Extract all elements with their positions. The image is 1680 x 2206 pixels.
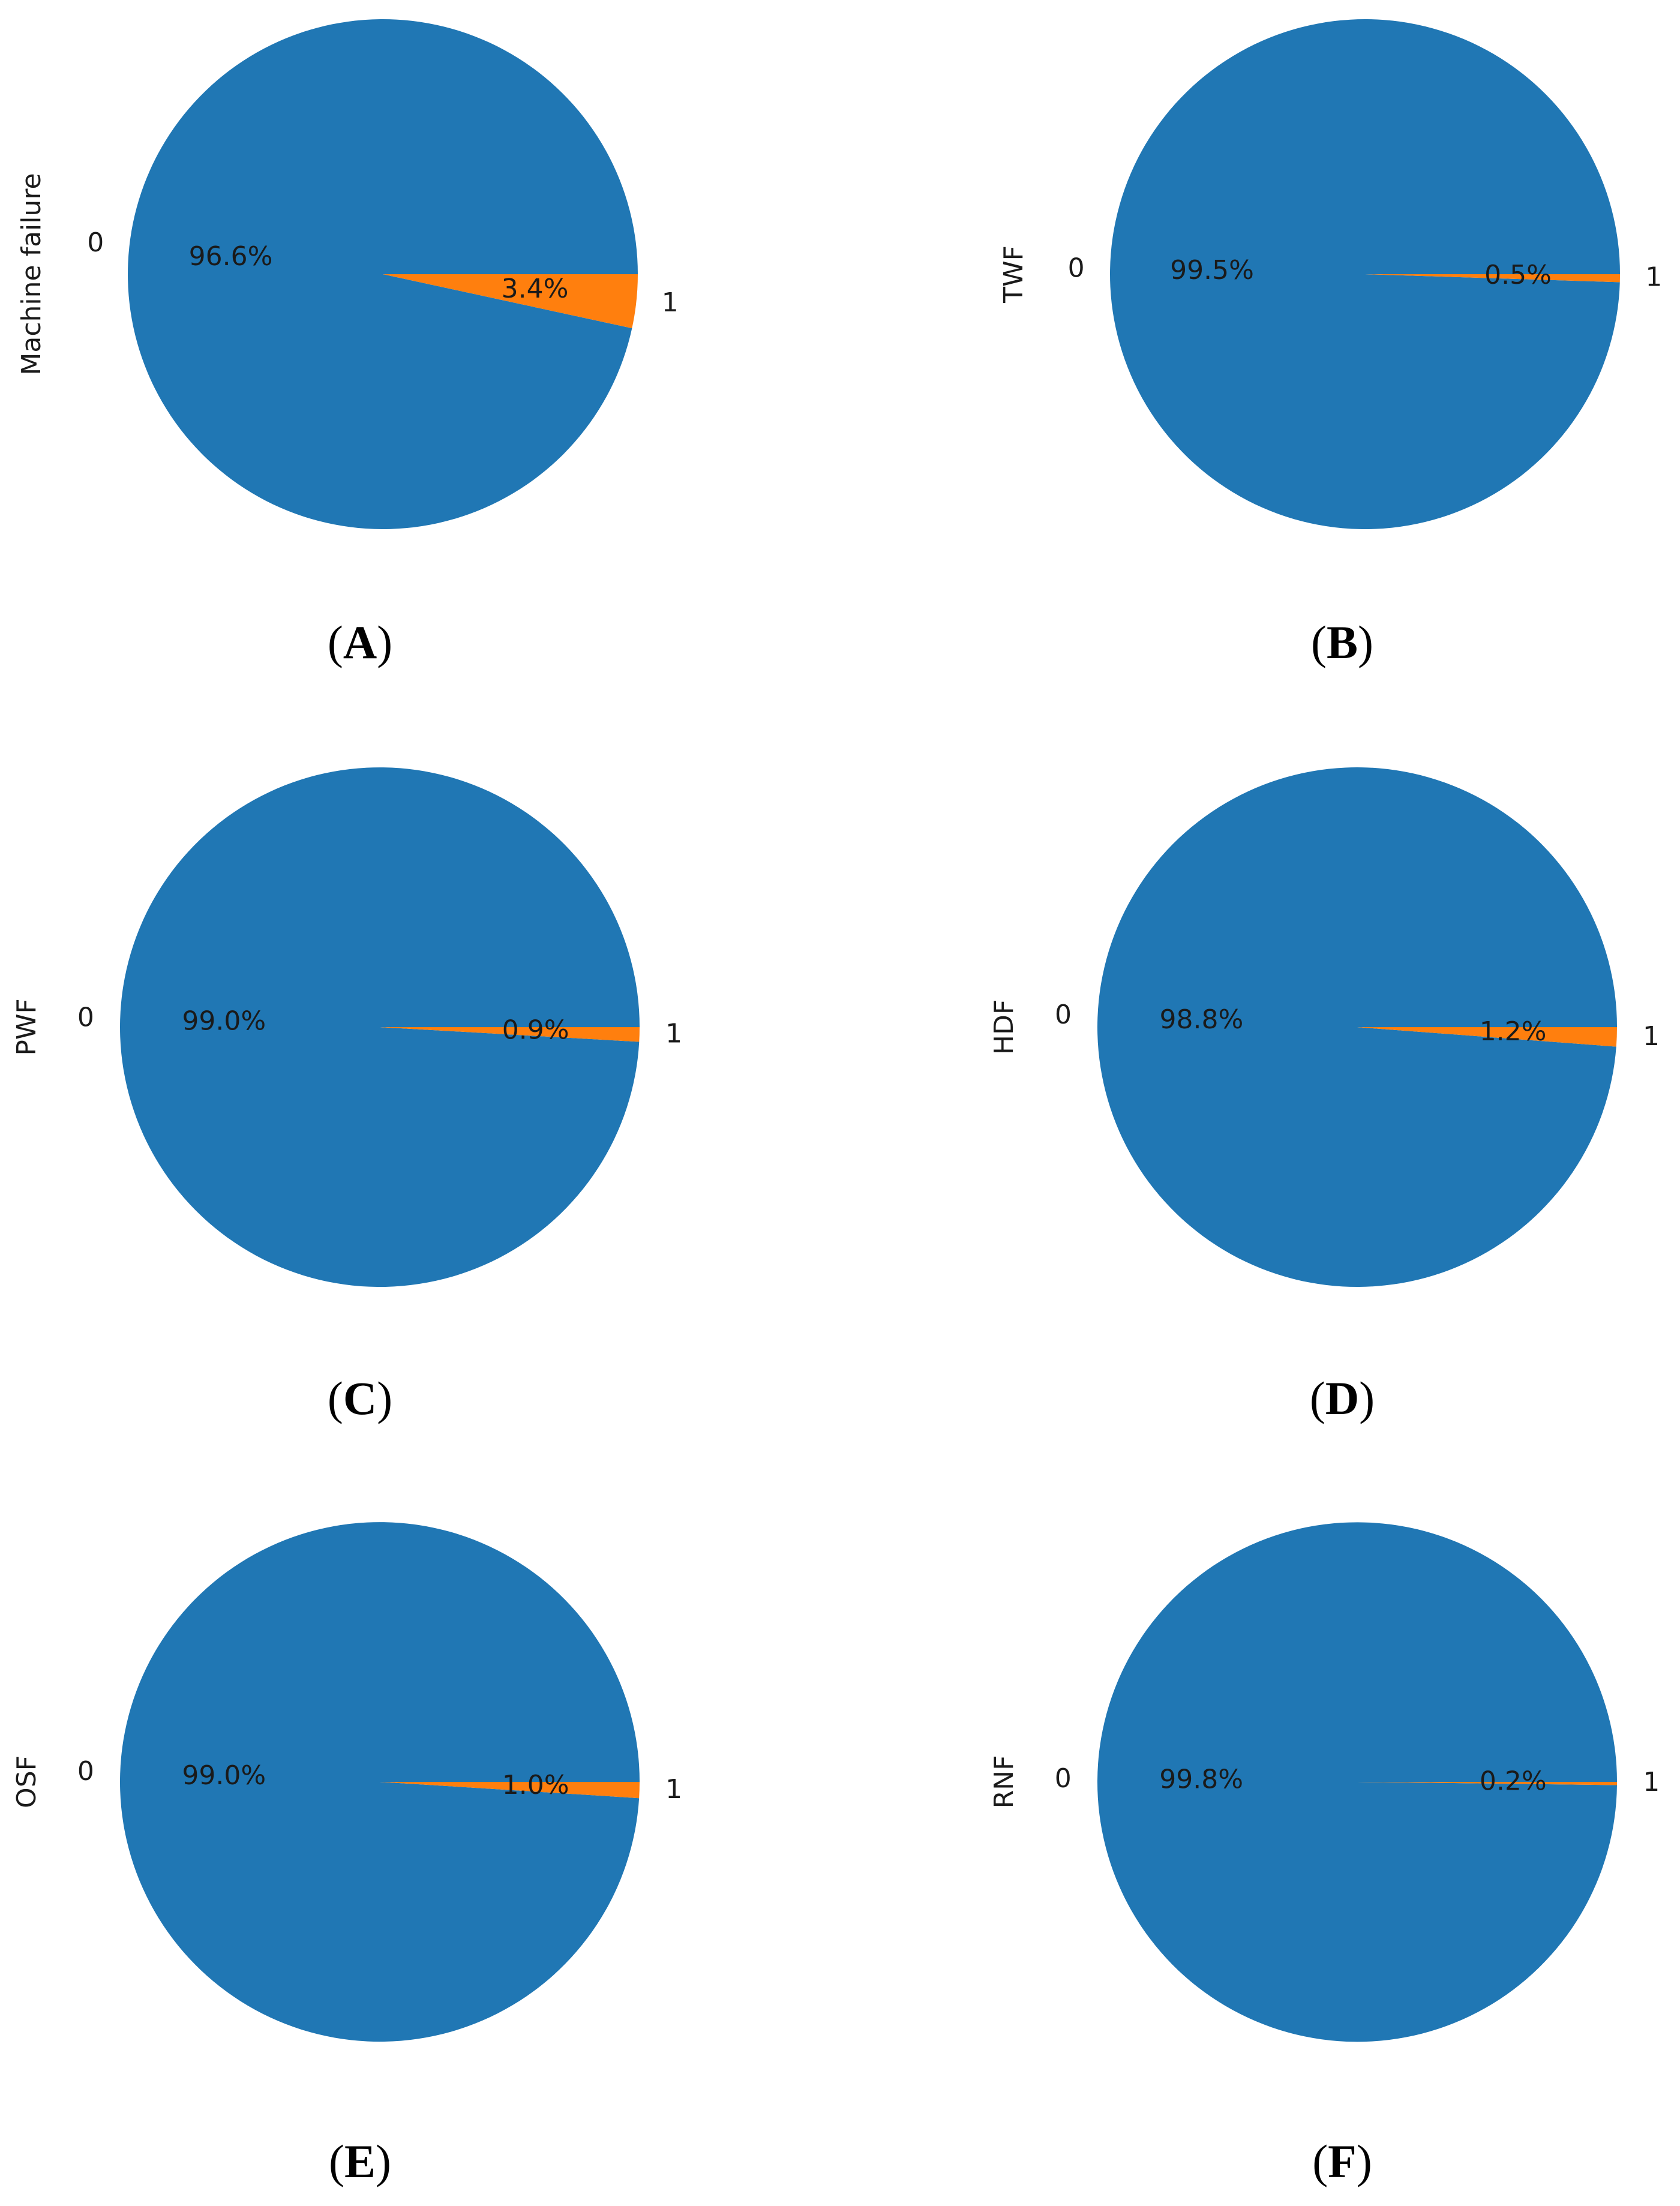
category-label-1: 1 [665, 1019, 682, 1049]
y-axis-label: TWF [998, 245, 1029, 304]
pie-slice-1 [380, 1782, 640, 1799]
category-label-1: 1 [1643, 1021, 1660, 1052]
pie-slice-0 [1097, 1522, 1617, 2042]
pct-label-1: 0.9% [502, 1015, 569, 1045]
pie-slice-1 [1357, 1027, 1617, 1047]
pct-label-0: 99.8% [1159, 1764, 1243, 1794]
pie-panel-b: 99.5% 0 0.5% 1 TWF (B) [998, 19, 1662, 668]
category-label-0: 0 [77, 1003, 94, 1033]
pct-label-0: 99.0% [182, 1760, 266, 1791]
category-label-0: 0 [77, 1756, 94, 1787]
panel-letter: B [1327, 616, 1358, 668]
pct-label-0: 96.6% [189, 241, 273, 272]
panel-caption: (C) [328, 1372, 392, 1424]
panel-letter: A [343, 616, 377, 668]
panel-caption: (B) [1311, 616, 1373, 668]
pie-panel-a: 96.6% 0 3.4% 1 Machine failure (A) [16, 19, 679, 668]
category-label-0: 0 [1068, 253, 1085, 284]
category-label-0: 0 [1055, 1763, 1072, 1794]
category-label-1: 1 [1643, 1767, 1660, 1797]
pct-label-1: 0.5% [1484, 260, 1552, 290]
y-axis-label: RNF [989, 1755, 1019, 1809]
pie-slice-1 [383, 274, 638, 329]
pie-slice-1 [380, 1027, 640, 1042]
panel-letter: C [343, 1372, 377, 1424]
pct-label-1: 0.2% [1480, 1766, 1547, 1797]
panel-caption: (F) [1312, 2135, 1372, 2187]
category-label-1: 1 [1645, 262, 1662, 292]
category-label-1: 1 [662, 287, 679, 318]
pct-label-0: 98.8% [1160, 1004, 1244, 1035]
pie-slice-1 [1365, 274, 1620, 283]
pie-panel-f: 99.8% 0 0.2% 1 RNF (F) [989, 1522, 1660, 2187]
panel-letter: E [344, 2135, 376, 2187]
pct-label-0: 99.5% [1170, 255, 1254, 286]
panel-letter: F [1328, 2135, 1357, 2187]
pie-panel-e: 99.0% 0 1.0% 1 OSF (E) [11, 1522, 682, 2187]
pie-slice-0 [1097, 767, 1617, 1287]
panel-caption: (E) [329, 2135, 391, 2187]
panel-caption: (A) [328, 616, 392, 668]
pie-slice-0 [120, 767, 640, 1287]
pie-slice-0 [119, 1522, 640, 2042]
pie-slice-0 [127, 19, 638, 530]
pie-slice-0 [1110, 19, 1620, 529]
pct-label-0: 99.0% [182, 1006, 266, 1037]
category-label-0: 0 [87, 227, 104, 258]
panel-caption: (D) [1310, 1372, 1375, 1424]
panel-letter: D [1325, 1372, 1359, 1424]
pct-label-1: 1.0% [502, 1770, 569, 1800]
category-label-0: 0 [1055, 1000, 1072, 1030]
pie-panel-d: 98.8% 0 1.2% 1 HDF (D) [989, 767, 1660, 1424]
pie-slice-1 [1357, 1782, 1618, 1785]
y-axis-label: HDF [989, 1000, 1019, 1055]
pct-label-1: 1.2% [1480, 1016, 1547, 1047]
y-axis-label: PWF [11, 998, 42, 1055]
pct-label-1: 3.4% [502, 274, 569, 304]
y-axis-label: Machine failure [16, 173, 47, 375]
category-label-1: 1 [665, 1774, 682, 1805]
y-axis-label: OSF [11, 1755, 42, 1808]
pie-panel-c: 99.0% 0 0.9% 1 PWF (C) [11, 767, 682, 1424]
